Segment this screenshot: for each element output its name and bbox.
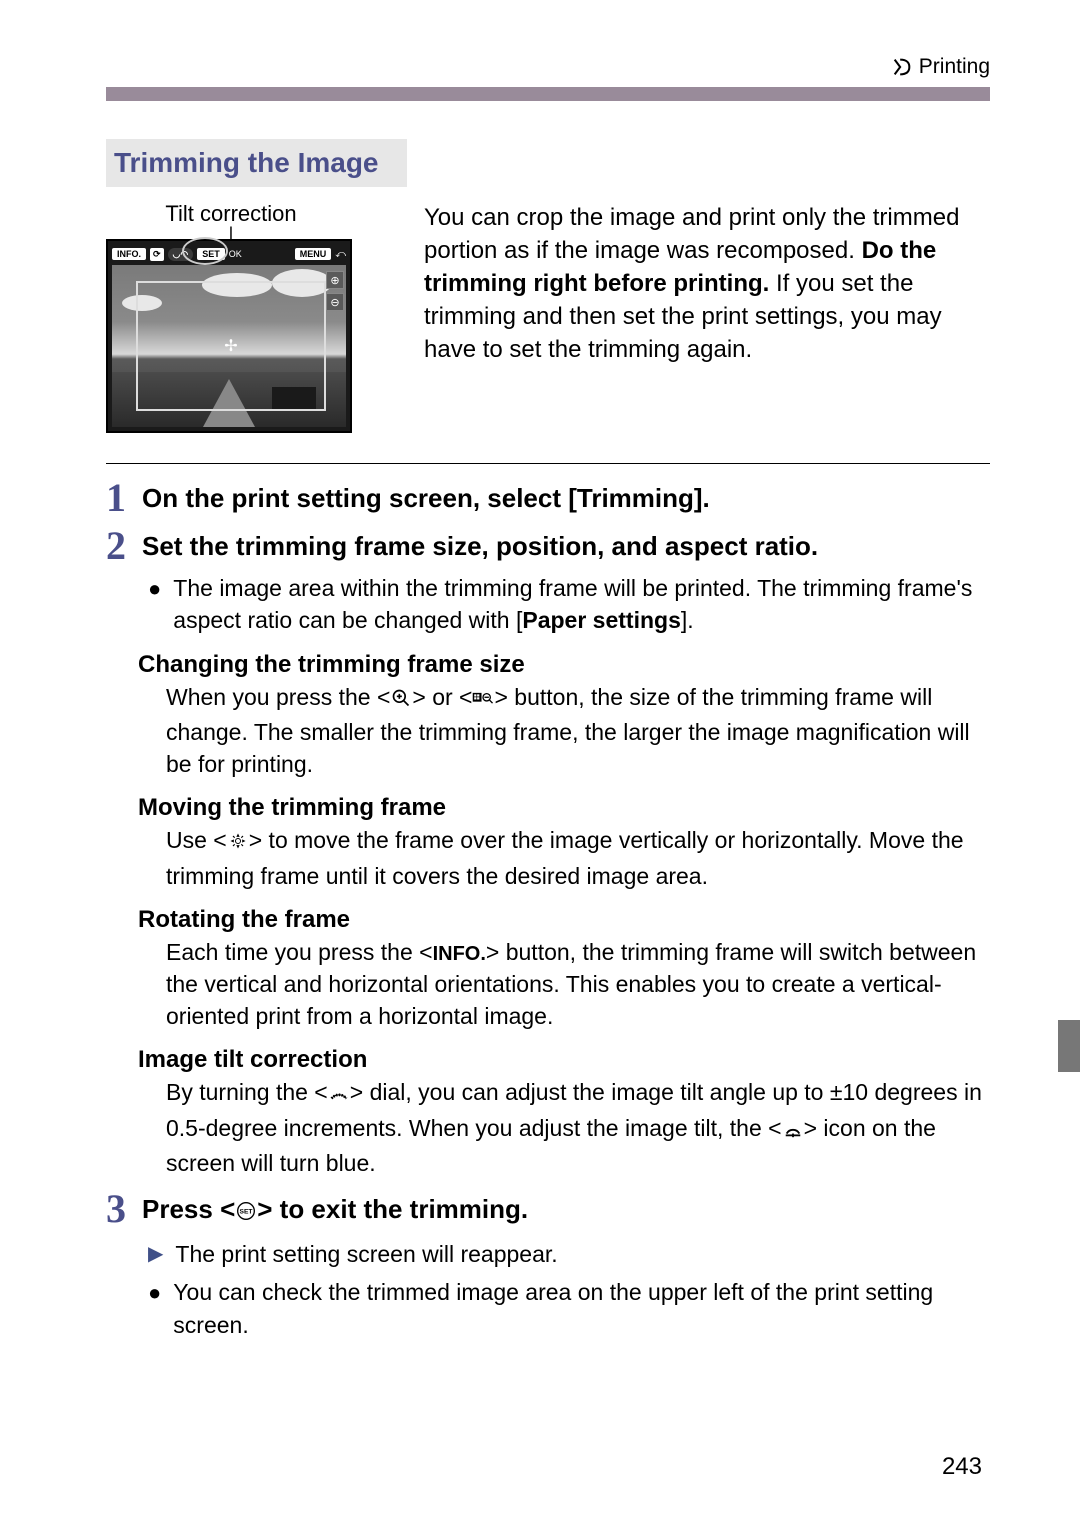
step-1-title: On the print setting screen, select [Tri… [142, 482, 990, 516]
step-1-number: 1 [106, 474, 126, 521]
step-2-bullet-text: The image area within the trimming frame… [173, 572, 990, 637]
lcd-ok-label: OK [229, 249, 242, 259]
arrow-bullet-icon: ▶ [148, 1238, 163, 1271]
svg-text:SET: SET [240, 1208, 253, 1215]
page-number: 243 [942, 1453, 982, 1481]
set-button-icon: SET [235, 1196, 257, 1230]
divider [106, 463, 990, 464]
step-3-bullet-1-text: The print setting screen will reappear. [175, 1238, 557, 1271]
tilt-indicator-icon [782, 1115, 804, 1147]
info-button-label: INFO. [433, 943, 486, 965]
bullet-icon: ● [148, 1276, 161, 1341]
thumb-tab [1058, 1020, 1080, 1072]
page-header: Printing [106, 55, 990, 79]
sub-c-title: Rotating the frame [106, 906, 990, 934]
header-label: Printing [919, 55, 990, 79]
sub-c-body: Each time you press the <INFO.> button, … [106, 936, 990, 1033]
tilt-highlight-oval [182, 237, 228, 265]
step-2-number: 2 [106, 522, 126, 569]
lcd-back-icon: ⤺ [335, 249, 346, 260]
sub-d-body: By turning the <> dial, you can adjust t… [106, 1076, 990, 1179]
section-title: Trimming the Image [114, 147, 379, 179]
lcd-rotate-pill: ⟳ [150, 248, 164, 261]
bullet-icon: ● [148, 572, 161, 637]
step-3-bullet-2-text: You can check the trimmed image area on … [173, 1276, 990, 1341]
sub-b-title: Moving the trimming frame [106, 794, 990, 822]
lcd-info-pill: INFO. [112, 248, 146, 260]
lcd-menu-pill: MENU [295, 248, 332, 260]
crosshair-icon: ✢ [224, 336, 237, 356]
quick-control-dial-icon [328, 1079, 350, 1111]
sub-a-body: When you press the <> or <> button, the … [106, 681, 990, 781]
print-icon [891, 56, 913, 78]
camera-lcd-preview: INFO. ⟳ ◡◠ SET OK MENU ⤺ [106, 239, 352, 433]
magnify-plus-icon [390, 684, 412, 716]
grid-magnify-minus-icon [472, 684, 494, 716]
caption-pointer: | [106, 231, 356, 237]
step-3-bullet-2: ● You can check the trimmed image area o… [106, 1276, 990, 1341]
multi-controller-icon [227, 827, 249, 859]
step-1: 1 On the print setting screen, select [T… [106, 482, 990, 516]
sub-b-body: Use <> to move the frame over the image … [106, 824, 990, 891]
header-divider-bar [106, 87, 990, 101]
sub-a-title: Changing the trimming frame size [106, 651, 990, 679]
step-3: 3 Press <SET> to exit the trimming. [106, 1193, 990, 1230]
crop-frame: ✢ [136, 281, 326, 411]
step-3-bullet-1: ▶ The print setting screen will reappear… [106, 1238, 990, 1271]
step-2-title: Set the trimming frame size, position, a… [142, 530, 990, 564]
zoom-out-icon: ⊖ [326, 293, 344, 311]
intro-paragraph: You can crop the image and print only th… [424, 201, 990, 433]
step-2-bullet: ● The image area within the trimming fra… [106, 572, 990, 637]
section-title-box: Trimming the Image [106, 139, 407, 187]
zoom-in-icon: ⊕ [326, 271, 344, 289]
step-2: 2 Set the trimming frame size, position,… [106, 530, 990, 564]
step-3-title: Press <SET> to exit the trimming. [142, 1193, 990, 1230]
step-3-number: 3 [106, 1185, 126, 1232]
sub-d-title: Image tilt correction [106, 1046, 990, 1074]
